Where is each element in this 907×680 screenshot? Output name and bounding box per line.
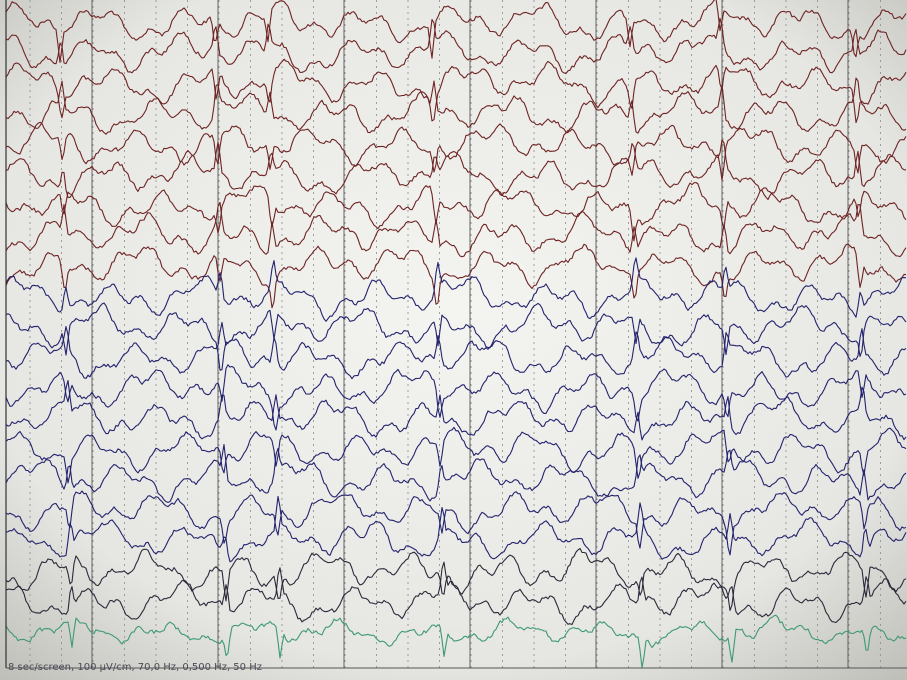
status-text: 8 sec/screen, 100 µV/cm, 70,0 Hz, 0,500 … (8, 662, 262, 673)
screen-background (0, 0, 907, 680)
page: {"status_bar": {"text": "8 sec/screen, 1… (0, 0, 907, 680)
eeg-screen: 8 sec/screen, 100 µV/cm, 70,0 Hz, 0,500 … (0, 0, 907, 680)
